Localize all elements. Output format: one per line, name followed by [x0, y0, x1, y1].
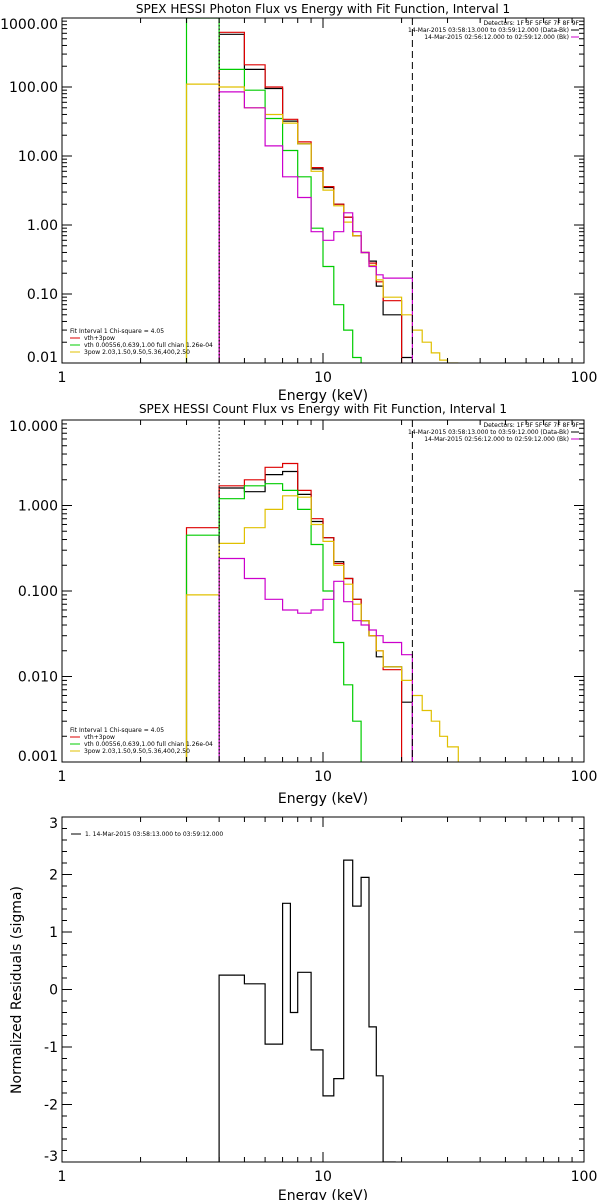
x-tick-label: 1 [58, 769, 67, 785]
y-tick-label: 1000.00 [0, 17, 58, 33]
series-line-4 [218, 91, 413, 363]
y-tick-label: -3 [44, 1149, 58, 1165]
legend-entry: vth+3pow [84, 734, 115, 741]
y-tick-label: 0 [49, 983, 58, 999]
y-tick-label: 1 [49, 925, 58, 941]
x-tick-label: 10 [314, 370, 332, 386]
legend-entry: Fit Interval 1 Chi-square = 4.05 [70, 727, 164, 734]
y-tick-label: 0.01 [27, 350, 58, 366]
y-tick-label: 100.00 [9, 80, 58, 96]
legend-entry: 14-Mar-2015 03:58:13.000 to 03:59:12.000… [408, 27, 569, 34]
series-line-0 [218, 33, 413, 363]
y-tick-label: -1 [44, 1040, 58, 1056]
x-tick-label: 100 [571, 1169, 598, 1185]
x-tick-label: 10 [314, 1169, 332, 1185]
series-line-3 [185, 495, 459, 762]
y-tick-label: 0.100 [18, 584, 58, 600]
legend-entry: vth+3pow [84, 335, 115, 342]
photon-flux-panel: SPEX HESSI Photon Flux vs Energy with Fi… [0, 2, 597, 404]
series-line-0 [218, 859, 396, 1162]
chart-title: SPEX HESSI Photon Flux vs Energy with Fi… [136, 2, 510, 16]
x-tick-label: 10 [314, 769, 332, 785]
legend-entry: vth 0.00556,0.639,1.00 full chian 1.26e-… [84, 741, 213, 748]
residuals-panel: Energy (keV) Normalized Residuals (sigma… [9, 816, 597, 1200]
y-axis-label: Normalized Residuals (sigma) [9, 886, 25, 1094]
x-axis-label: Energy (keV) [278, 388, 368, 404]
y-tick-label: 0.010 [18, 670, 58, 686]
y-tick-label: 2 [49, 868, 58, 884]
x-tick-label: 1 [58, 1169, 67, 1185]
plot-frame [61, 816, 585, 1163]
y-tick-label: 10.000 [9, 419, 58, 435]
legend-entry: 14-Mar-2015 03:58:13.000 to 03:59:12.000… [408, 429, 569, 436]
series-line-0 [218, 470, 413, 762]
x-tick-label: 1 [58, 370, 67, 386]
y-tick-label: 1.00 [27, 218, 58, 234]
legend-entry: 3pow 2.03,1.50,9.50,5.36,400,2.50 [84, 349, 190, 356]
legend-entry: vth 0.00556,0.639,1.00 full chian 1.26e-… [84, 342, 213, 349]
y-tick-label: 0.001 [18, 749, 58, 765]
y-tick-label: 0.10 [27, 287, 58, 303]
legend-entry: 1. 14-Mar-2015 03:58:13.000 to 03:59:12.… [85, 831, 223, 838]
legend-entry: 3pow 2.03,1.50,9.50,5.36,400,2.50 [84, 748, 190, 755]
x-axis-label: Energy (keV) [278, 791, 368, 807]
legend-entry: Fit Interval 1 Chi-square = 4.05 [70, 328, 164, 335]
chart-title: SPEX HESSI Count Flux vs Energy with Fit… [139, 402, 507, 416]
series-line-3 [185, 83, 459, 363]
x-tick-label: 100 [571, 769, 598, 785]
series-line-2 [185, 483, 362, 762]
legend-entry: Detectors: 1F 3F 5F 6F 7F 8F 9F [483, 20, 579, 27]
y-tick-label: 1.000 [18, 499, 58, 515]
x-axis-label: Energy (keV) [278, 1188, 368, 1200]
y-tick-label: -2 [44, 1098, 58, 1114]
series-line-2 [185, 18, 362, 363]
legend-entry: 14-Mar-2015 02:56:12.000 to 02:59:12.000… [424, 34, 569, 41]
legend-entry: Detectors: 1F 3F 5F 6F 7F 8F 9F [483, 422, 579, 429]
series-line-4 [218, 557, 413, 762]
y-tick-label: 10.00 [18, 149, 58, 165]
y-tick-label: 3 [49, 816, 58, 832]
legend-entry: 14-Mar-2015 02:56:12.000 to 02:59:12.000… [424, 436, 569, 443]
x-tick-label: 100 [571, 370, 598, 386]
count-flux-panel: SPEX HESSI Count Flux vs Energy with Fit… [9, 402, 597, 807]
